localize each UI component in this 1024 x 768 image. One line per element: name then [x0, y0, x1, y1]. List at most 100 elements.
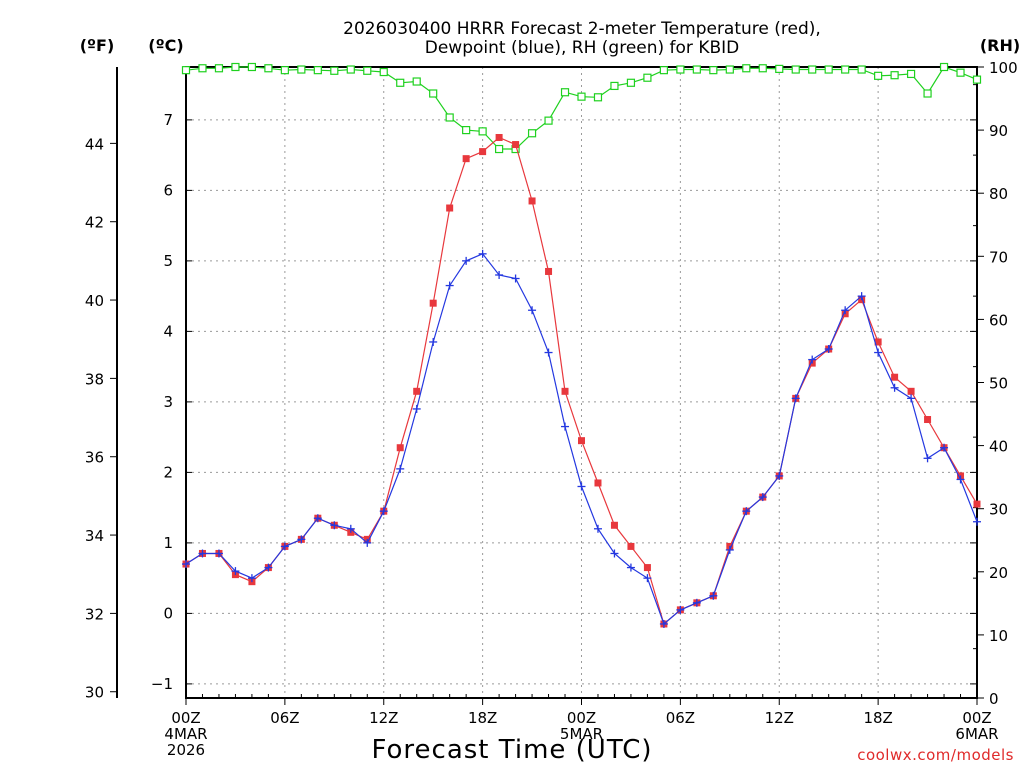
temperature-point: [545, 267, 553, 275]
temperature-point: [561, 387, 569, 395]
dewpoint-point: [297, 535, 306, 544]
plot-frame: [185, 66, 978, 699]
temperature-point: [578, 437, 585, 445]
rh-point: [544, 116, 553, 125]
temperature-point: [973, 500, 981, 508]
temperature-point: [594, 479, 602, 487]
celsius-tick-label: 2: [163, 463, 173, 481]
rh-point: [709, 66, 718, 75]
grid-lines: [186, 67, 977, 698]
dewpoint-point: [808, 355, 817, 364]
rh-point: [445, 113, 454, 122]
celsius-tick-label: −1: [151, 675, 173, 693]
rh-tick-label: 50: [989, 375, 1008, 393]
rh-point: [181, 66, 191, 75]
dewpoint-point: [561, 422, 570, 431]
x-tick-label: 2026: [167, 741, 205, 759]
rh-point: [330, 66, 339, 75]
fahrenheit-tick-label: 42: [85, 214, 104, 232]
dewpoint-point: [676, 605, 685, 614]
dewpoint-point: [214, 549, 223, 558]
rh-point: [610, 81, 619, 91]
rh-point: [742, 64, 751, 73]
dewpoint-point: [742, 507, 751, 516]
temperature-point: [924, 416, 932, 424]
dewpoint-point: [956, 475, 965, 484]
x-tick-label: 00Z: [171, 709, 200, 727]
dewpoint-point: [264, 563, 273, 572]
dewpoint-point: [692, 598, 701, 607]
dewpoint-point: [495, 270, 504, 279]
temperature-point: [891, 373, 899, 381]
rh-tick-label: 0: [989, 690, 999, 708]
rh-point: [379, 67, 388, 77]
rh-tick-label: 100: [989, 59, 1018, 77]
rh-point: [659, 66, 668, 75]
fahrenheit-tick-label: 32: [85, 605, 104, 623]
dewpoint-point: [841, 306, 850, 315]
rh-point: [676, 65, 685, 74]
rh-series: [181, 62, 982, 154]
x-tick-label: 4MAR: [164, 725, 207, 743]
rh-point: [841, 65, 850, 74]
dewpoint-point: [824, 345, 833, 354]
dewpoint-point: [610, 549, 619, 558]
rh-point: [758, 64, 767, 73]
dewpoint-series: [182, 249, 981, 628]
x-tick-label: 12Z: [765, 709, 794, 727]
rh-point: [956, 68, 965, 77]
dewpoint-point: [478, 249, 487, 258]
rh-point: [939, 62, 949, 72]
rh-tick-label: 60: [989, 311, 1008, 329]
celsius-tick-label: 7: [163, 111, 173, 129]
fahrenheit-tick-label: 30: [85, 684, 104, 702]
fahrenheit-tick-label: 44: [85, 135, 104, 153]
rh-point: [725, 65, 734, 74]
celsius-unit-label: (ºC): [148, 36, 183, 55]
temperature-point: [907, 387, 915, 395]
rh-point: [808, 65, 817, 74]
temperature-point: [610, 521, 618, 529]
dewpoint-point: [940, 443, 949, 452]
dewpoint-point: [346, 524, 355, 533]
rh-point: [626, 78, 636, 87]
dewpoint-point: [182, 560, 190, 569]
dewpoint-point: [758, 493, 767, 502]
dewpoint-point: [709, 591, 718, 600]
rh-point: [775, 64, 784, 73]
fahrenheit-unit-label: (ºF): [80, 36, 115, 55]
dewpoint-point: [445, 281, 454, 290]
x-tick-label: 5MAR: [560, 725, 603, 743]
dewpoint-point: [890, 383, 899, 392]
chart-title-line-1: 2026030400 HRRR Forecast 2-meter Tempera…: [343, 19, 821, 39]
celsius-tick-label: 6: [163, 181, 173, 199]
x-tick-label: 6MAR: [955, 725, 998, 743]
rh-point: [906, 69, 916, 79]
rh-point: [247, 62, 257, 72]
x-tick-label: 06Z: [666, 709, 695, 727]
rh-point: [346, 65, 355, 74]
temperature-point: [627, 542, 635, 550]
dewpoint-point: [511, 274, 520, 283]
dewpoint-point: [363, 538, 372, 547]
temperature-point: [643, 564, 651, 572]
x-tick-label: 18Z: [863, 709, 892, 727]
celsius-tick-label: 1: [163, 534, 173, 552]
dewpoint-point: [791, 394, 800, 403]
celsius-tick-label: 3: [163, 393, 173, 411]
dewpoint-point: [247, 574, 256, 583]
dewpoint-point: [544, 348, 553, 357]
celsius-tick-label: 4: [163, 322, 173, 340]
temperature-point: [512, 141, 520, 149]
dewpoint-point: [462, 256, 471, 265]
rh-point: [264, 64, 273, 73]
rh-point: [495, 144, 504, 154]
rh-point: [198, 64, 207, 73]
rh-point: [824, 65, 833, 74]
temperature-point: [495, 134, 503, 142]
rh-tick-label: 70: [989, 248, 1008, 266]
rh-point: [593, 93, 603, 102]
x-tick-label: 18Z: [468, 709, 497, 727]
rh-point: [890, 71, 899, 80]
rh-point: [313, 66, 322, 75]
